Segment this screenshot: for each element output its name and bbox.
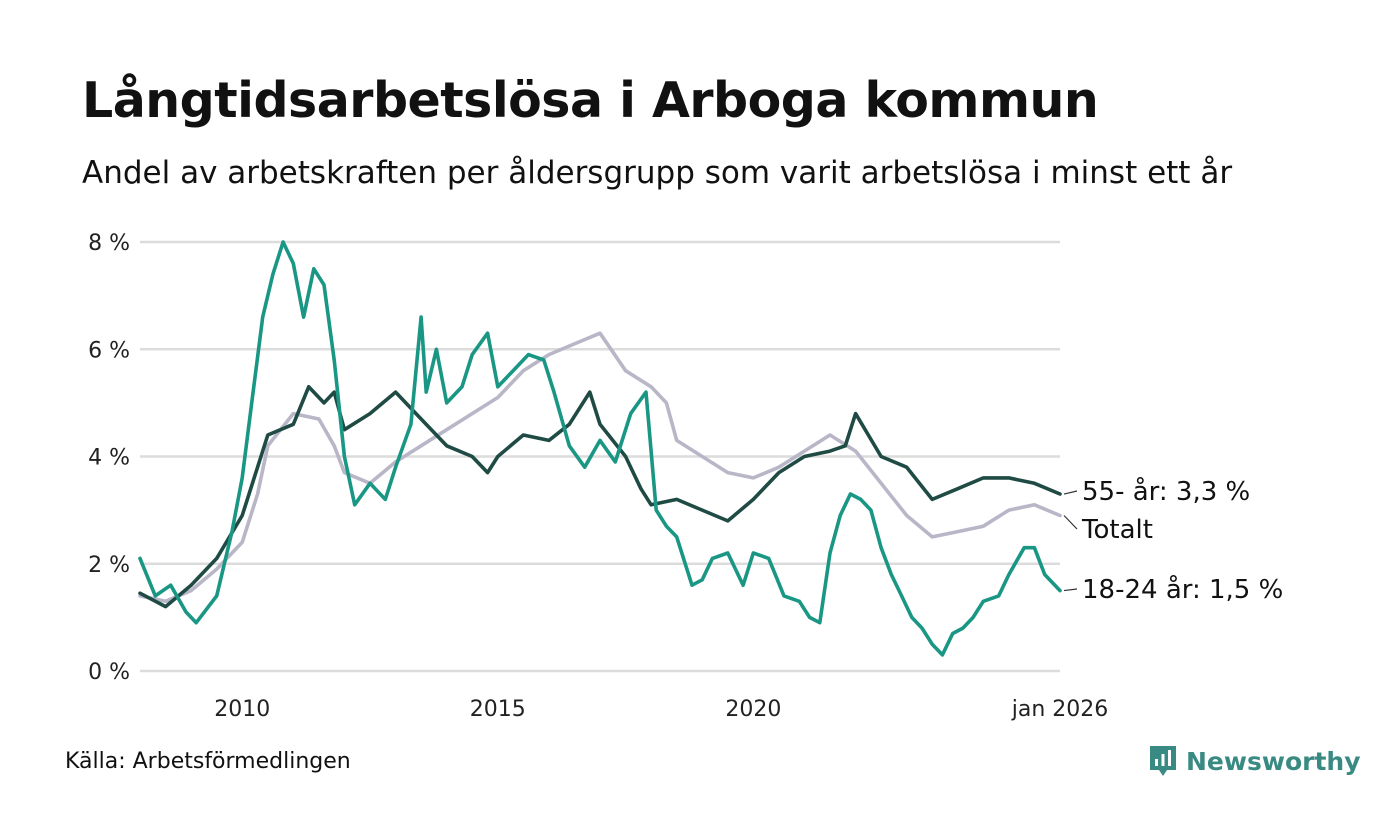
x-tick-label: 2015	[470, 697, 526, 722]
series-label-series_total: Totalt	[1081, 515, 1153, 545]
label-leader	[1063, 515, 1078, 530]
series-line-series_55	[138, 384, 1062, 609]
newsworthy-chart-logo-icon	[1150, 746, 1176, 776]
y-axis-ticks: 0 % 2 % 4 % 6 % 8 %	[88, 231, 130, 685]
x-axis-ticks: 2010 2015 2020 jan 2026	[214, 697, 1108, 722]
y-tick-label: 8 %	[88, 231, 130, 256]
label-leader	[1063, 490, 1078, 495]
x-tick-label: 2010	[214, 697, 270, 722]
x-tick-label: jan 2026	[1011, 697, 1109, 722]
y-tick-label: 0 %	[88, 660, 130, 685]
series-labels: Totalt 55- år: 3,3 % 18-24 år: 1,5 %	[1063, 476, 1283, 605]
series-label-series_55: 55- år: 3,3 %	[1082, 476, 1250, 507]
grid-layer	[140, 240, 1060, 673]
brand-logo[interactable]: Newsworthy	[1148, 744, 1361, 778]
y-tick-label: 2 %	[88, 553, 130, 578]
series-label-series_1824: 18-24 år: 1,5 %	[1082, 574, 1283, 605]
series-layer	[138, 240, 1062, 657]
series-line-series_1824	[138, 240, 1062, 657]
y-tick-label: 4 %	[88, 446, 130, 471]
source-note: Källa: Arbetsförmedlingen	[65, 749, 351, 774]
label-leader	[1063, 588, 1078, 592]
chart-subtitle: Andel av arbetskraften per åldersgrupp s…	[82, 155, 1233, 191]
x-tick-label: 2020	[725, 697, 781, 722]
y-tick-label: 6 %	[88, 338, 130, 363]
page-title: Långtidsarbetslösa i Arboga kommun	[82, 72, 1099, 129]
brand-name: Newsworthy	[1186, 746, 1361, 776]
series-line-series_total	[138, 331, 1062, 604]
